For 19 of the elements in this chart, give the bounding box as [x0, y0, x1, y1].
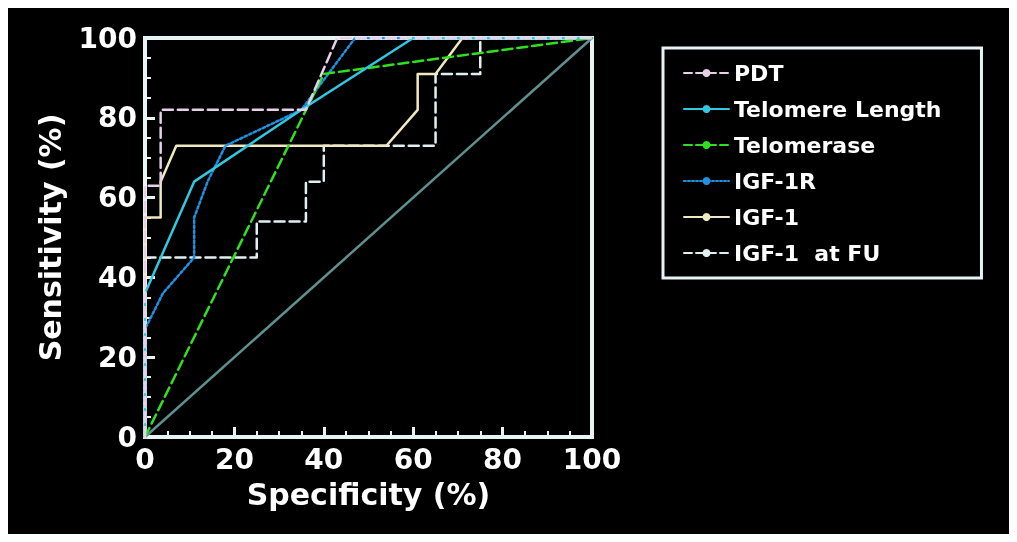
y-tick-label: 0 — [117, 420, 137, 454]
x-tick-label: 60 — [393, 442, 433, 476]
y-axis-title: Sensitivity (%) — [32, 113, 68, 362]
x-tick-label: 100 — [562, 442, 622, 476]
legend-label: IGF-1R — [734, 168, 817, 194]
legend-label: IGF-1 — [734, 204, 800, 230]
y-tick-label: 60 — [98, 181, 137, 215]
y-tick-label: 20 — [98, 340, 137, 374]
x-tick-label: 40 — [304, 442, 344, 476]
legend-label: IGF-1 at FU — [734, 240, 881, 266]
y-tick-label: 100 — [78, 21, 137, 55]
legend-label: Telomere Length — [734, 96, 942, 122]
x-axis-title: Specificity (%) — [246, 476, 491, 512]
x-tick-label: 80 — [483, 442, 523, 476]
y-tick-label: 40 — [98, 260, 137, 294]
y-tick-label: 80 — [98, 101, 137, 135]
legend-label: Telomerase — [734, 132, 876, 158]
x-tick-label: 20 — [214, 442, 254, 476]
legend-label: PDT — [734, 60, 784, 86]
